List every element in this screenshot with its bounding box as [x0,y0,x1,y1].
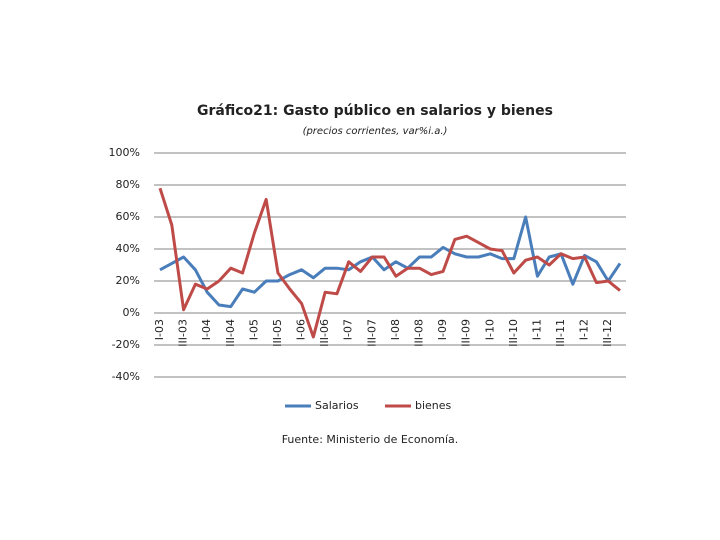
x-tick-label: III-08 [412,319,425,347]
source: Fuente: Ministerio de Economía. [282,433,459,446]
x-tick-label: III-11 [554,319,567,347]
y-tick-label: 60% [116,210,140,223]
x-tick-label: I-08 [389,319,402,340]
x-tick-label: III-04 [224,319,237,347]
x-tick-label: I-09 [436,319,449,340]
x-tick-label: I-10 [483,319,496,340]
chart-title: Gráfico21: Gasto público en salarios y b… [197,103,553,119]
x-tick-label: III-05 [271,319,284,347]
x-tick-label: I-07 [342,319,355,340]
x-tick-label: I-11 [530,319,543,340]
series-line [158,187,621,339]
y-tick-label: 0% [123,306,140,319]
x-tick-label: III-07 [365,319,378,347]
y-tick-label: 80% [116,178,140,191]
x-tick-label: I-06 [295,319,308,340]
y-tick-label: 40% [116,242,140,255]
y-tick-label: -20% [112,338,140,351]
chart-subtitle: (precios corrientes, var%i.a.) [303,126,448,137]
y-tick-label: 100% [109,146,140,159]
y-tick-label: -40% [112,370,140,383]
x-tick-label: III-03 [177,319,190,347]
y-tick-label: 20% [116,274,140,287]
x-tick-label: III-09 [460,319,473,347]
x-tick-label: I-03 [153,319,166,340]
x-tick-label: III-12 [601,319,614,347]
x-tick-label: III-06 [318,319,331,347]
x-tick-label: I-04 [200,319,213,340]
x-tick-label: I-12 [578,319,591,340]
x-tick-label: I-05 [247,319,260,340]
legend-label: bienes [415,399,452,412]
legend-label: Salarios [315,399,359,412]
x-tick-label: III-10 [507,319,520,347]
